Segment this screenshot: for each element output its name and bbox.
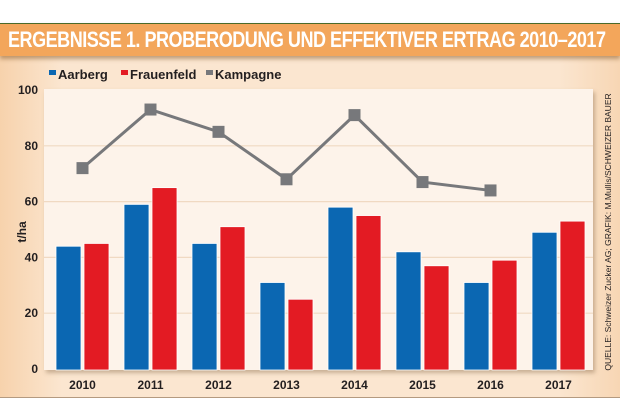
kampagne-marker-2013 [280, 173, 293, 186]
x-axis-ticks: 2010 2011 2012 2013 2014 2015 2016 2017 [69, 378, 572, 392]
bar-aarberg-2014 [327, 206, 354, 371]
x-tick-label: 2013 [273, 378, 300, 392]
bar-frauenfeld-2016 [491, 259, 518, 371]
x-tick-label: 2016 [477, 378, 504, 392]
y-tick-label: 20 [25, 306, 39, 320]
chart-title: ERGEBNISSE 1. PROBERODUNG UND EFFEKTIVER… [8, 27, 606, 52]
kampagne-marker-2011 [144, 103, 157, 116]
x-tick-label: 2010 [69, 378, 96, 392]
bar-frauenfeld-2014 [355, 215, 382, 371]
source-note: QUELLE: Schweizer Zucker AG; GRAFIK: M.M… [603, 93, 613, 370]
kampagne-marker-2015 [416, 176, 429, 189]
y-tick-label: 100 [18, 83, 38, 97]
chart-title-bar: ERGEBNISSE 1. PROBERODUNG UND EFFEKTIVER… [0, 23, 620, 56]
x-tick-label: 2017 [545, 378, 572, 392]
legend-swatch-kampagne [206, 70, 213, 75]
y-tick-label: 80 [25, 139, 39, 153]
bar-frauenfeld-2017 [559, 220, 586, 371]
legend: Aarberg Frauenfeld Kampagne [49, 67, 281, 82]
bar-aarberg-2010 [55, 245, 82, 371]
bar-frauenfeld-2013 [287, 298, 314, 371]
y-axis-ticks: 0 20 40 60 80 100 [18, 83, 38, 376]
kampagne-marker-2010 [76, 162, 89, 175]
legend-label-aarberg: Aarberg [58, 67, 108, 82]
legend-swatch-aarberg [49, 70, 56, 75]
x-tick-label: 2014 [341, 378, 368, 392]
y-tick-label: 0 [31, 362, 38, 376]
bars [55, 187, 586, 371]
bar-aarberg-2011 [123, 203, 150, 371]
legend-swatch-frauenfeld [121, 70, 128, 75]
bar-aarberg-2016 [463, 282, 490, 371]
y-tick-label: 60 [25, 195, 39, 209]
kampagne-marker-2016 [484, 184, 497, 197]
bar-frauenfeld-2012 [219, 226, 246, 371]
kampagne-marker-2014 [348, 109, 361, 122]
bar-frauenfeld-2011 [151, 187, 178, 371]
x-tick-label: 2012 [205, 378, 232, 392]
bar-aarberg-2017 [531, 231, 558, 371]
x-tick-label: 2011 [137, 378, 163, 392]
bar-aarberg-2013 [259, 282, 286, 371]
kampagne-marker-2012 [212, 125, 225, 138]
y-tick-label: 40 [25, 250, 39, 264]
bar-aarberg-2012 [191, 243, 218, 371]
legend-label-kampagne: Kampagne [215, 67, 281, 82]
kampagne-line [76, 103, 497, 197]
bar-frauenfeld-2015 [423, 265, 450, 371]
bar-aarberg-2015 [395, 251, 422, 371]
x-tick-label: 2015 [409, 378, 436, 392]
legend-label-frauenfeld: Frauenfeld [130, 67, 197, 82]
bar-frauenfeld-2010 [83, 243, 110, 371]
y-axis-label: t/ha [15, 221, 29, 243]
